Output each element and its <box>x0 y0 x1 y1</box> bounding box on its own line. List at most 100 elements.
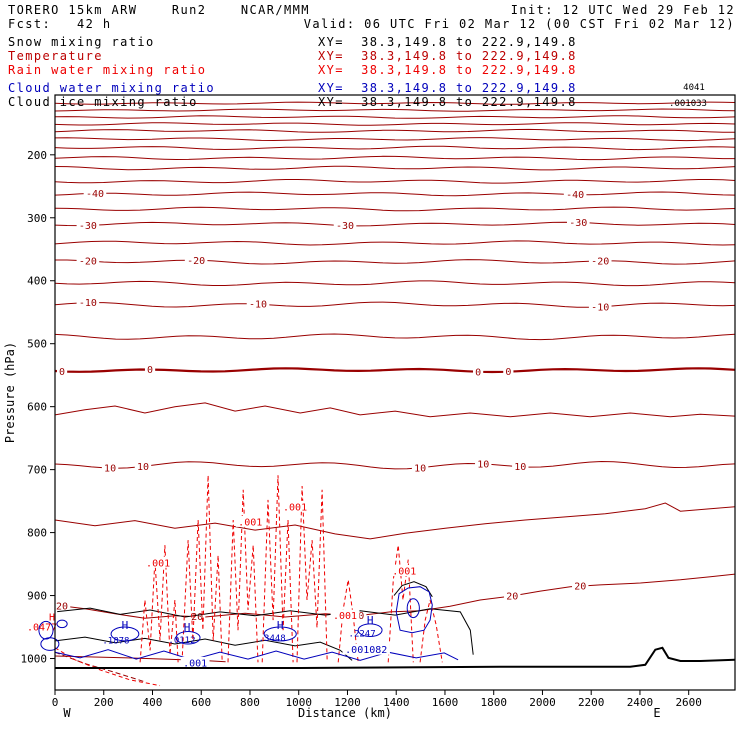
contour-label: -30 <box>336 221 354 232</box>
cloud-water-contour <box>357 623 383 637</box>
temperature-contour <box>54 402 736 418</box>
contour-label: 0 <box>505 367 511 378</box>
legend-label: Cloud ice mixing ratio <box>8 95 198 109</box>
contour-label: 20 <box>574 582 586 593</box>
h-maximum-value: .0112 <box>168 636 195 646</box>
cloud-ice-contour <box>393 581 433 598</box>
snow-contour <box>54 636 353 661</box>
rain-contour <box>181 475 223 663</box>
contour-label: -10 <box>79 298 97 309</box>
h-maximum-value: .2247 <box>349 629 376 639</box>
rain-contour <box>337 579 359 663</box>
rain-contour <box>419 599 443 663</box>
legend-row-temperature: Temperature XY= 38.3,149.8 to 222.9,149.… <box>8 49 732 63</box>
x-tick-label: 0 <box>52 696 59 709</box>
x-tick-label: 2600 <box>675 696 702 709</box>
x-tick-label: 1600 <box>432 696 459 709</box>
temperature-contour <box>54 573 736 619</box>
x-tick-label: 1400 <box>383 696 410 709</box>
legend-row-cloud-water-mixing-ratio: Cloud water mixing ratio XY= 38.3,149.8 … <box>8 81 732 95</box>
temperature-contour <box>54 137 736 142</box>
contour-label-bg <box>46 610 58 622</box>
h-maximum: H <box>277 619 284 632</box>
contour-label: .001 <box>283 502 307 513</box>
contour-label: -30 <box>569 218 587 229</box>
contour-label-bg <box>76 296 100 308</box>
temperature-contour <box>54 367 736 374</box>
temperature-contour <box>54 165 736 171</box>
contour-label: .001 <box>392 567 416 578</box>
contour-label-bg <box>188 610 206 622</box>
y-tick-label: 700 <box>27 464 47 477</box>
contour-label: .001 <box>238 517 262 528</box>
temperature-contour <box>55 259 736 265</box>
contour-label-bg <box>101 462 119 474</box>
contour-label: -20 <box>187 256 205 267</box>
cloud-water-contour <box>38 620 54 640</box>
temperature-contour <box>54 179 736 184</box>
legend-xy-range: XY= 38.3,149.8 to 222.9,149.8 <box>318 63 577 77</box>
cloud-water-contour <box>395 586 433 634</box>
temperature-contour <box>54 460 736 470</box>
temperature-contour <box>54 101 736 105</box>
x-tick-label: 2400 <box>627 696 654 709</box>
contour-label: .001 <box>146 558 170 569</box>
east-label: E <box>653 706 660 720</box>
contour-label: 10 <box>477 459 489 470</box>
y-axis-title: Pressure (hPa) <box>3 342 17 443</box>
contour-label-bg <box>134 460 152 472</box>
x-axis-title: Distance (km) <box>298 706 392 720</box>
temperature-contour <box>54 655 226 663</box>
x-tick-label: 600 <box>191 696 211 709</box>
rain-contour <box>387 545 414 663</box>
legend-xy-range: XY= 38.3,149.8 to 222.9,149.8 <box>318 35 577 49</box>
cloud-water-contour <box>54 649 459 661</box>
legend-label: Snow mixing ratio <box>8 35 155 49</box>
corner-label: .001033 <box>669 99 707 109</box>
h-maximum: H <box>184 621 191 634</box>
contour-label-bg <box>76 255 100 267</box>
temperature-contour <box>54 333 736 341</box>
h-maximum: H <box>367 614 374 627</box>
snow-contour <box>54 607 474 655</box>
model-title: TORERO 15km ARW Run2 NCAR/MMM <box>8 3 310 17</box>
x-tick-label: 1000 <box>285 696 312 709</box>
contour-label: 20 <box>506 591 518 602</box>
cloud-water-contour <box>263 626 297 642</box>
forecast-hour: Fcst: 42 h <box>8 17 112 31</box>
contour-label: 0 <box>147 365 153 376</box>
y-tick-label: 400 <box>27 275 47 288</box>
rain-contour <box>227 489 259 663</box>
contour-label-bg <box>330 609 360 621</box>
terrain-line <box>55 646 736 669</box>
contour-label-bg <box>280 500 310 512</box>
legend-row-snow-mixing-ratio: Snow mixing ratio XY= 38.3,149.8 to 222.… <box>8 35 732 49</box>
legend-row-rain-water-mixing-ratio: Rain water mixing ratio XY= 38.3,149.8 t… <box>8 63 732 77</box>
cloud-water-contour <box>40 637 60 651</box>
corner-label: 4041 <box>683 83 705 93</box>
contour-label: 10 <box>137 462 149 473</box>
temperature-contour <box>54 240 736 246</box>
x-tick-label: 800 <box>240 696 260 709</box>
contour-label: -20 <box>79 257 97 268</box>
cloud-water-contour <box>175 630 201 645</box>
temperature-contour <box>54 651 146 683</box>
temperature-contour <box>54 128 735 133</box>
cloud-water-contour <box>56 619 68 629</box>
x-tick-label: 2200 <box>578 696 605 709</box>
contour-label: -10 <box>591 302 609 313</box>
y-tick-label: 500 <box>27 338 47 351</box>
y-tick-label: 600 <box>27 401 47 414</box>
contour-label: 20 <box>56 601 68 612</box>
legend-row-cloud-ice-mixing-ratio: Cloud ice mixing ratio XY= 38.3,149.8 to… <box>8 95 732 109</box>
x-tick-label: 200 <box>94 696 114 709</box>
y-tick-label: 200 <box>27 149 47 162</box>
contour-label-bg <box>24 621 60 633</box>
temperature-contour <box>54 155 735 161</box>
contour-label: 0 <box>59 367 65 378</box>
contour-label-bg <box>503 365 514 377</box>
contour-label-bg <box>56 365 68 377</box>
contour-label: -40 <box>86 189 104 200</box>
